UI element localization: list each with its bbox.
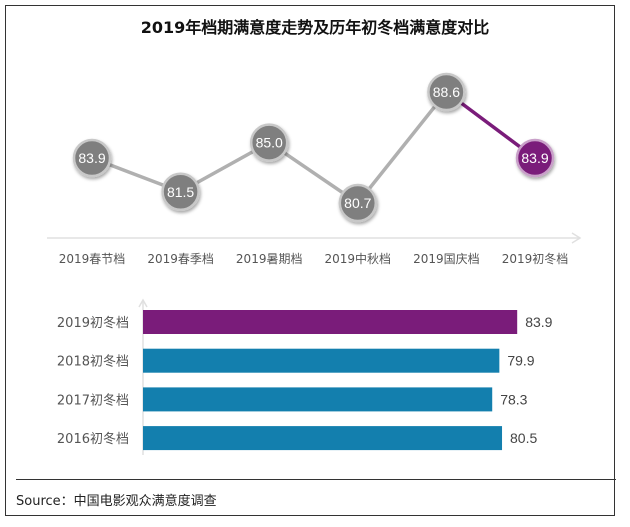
line-point [427, 72, 466, 112]
x-tick-label: 2019国庆档 [413, 252, 480, 266]
x-tick-label: 2019春节档 [59, 252, 126, 266]
point-label: 88.6 [433, 84, 460, 100]
bar-value-label: 83.9 [525, 314, 552, 330]
x-axis-arrow [571, 232, 582, 244]
x-tick-label: 2019春季档 [147, 252, 214, 266]
point-label: 80.7 [344, 195, 371, 211]
point-label: 81.5 [167, 184, 194, 200]
bar [143, 426, 503, 451]
y-tick-label: 2019初冬档 [57, 315, 129, 331]
x-tick-label: 2019初冬档 [502, 251, 569, 266]
x-tick-label: 2019中秋档 [325, 251, 392, 266]
y-axis-arrow [138, 298, 148, 308]
bar [143, 348, 500, 373]
bar [143, 387, 493, 412]
bar-value-label: 78.3 [500, 391, 527, 407]
x-tick-label: 2019暑期档 [236, 252, 303, 266]
line-point [338, 183, 378, 223]
footer-divider [16, 479, 616, 480]
bar-value-label: 79.9 [507, 353, 534, 369]
y-tick-label: 2016初冬档 [57, 431, 129, 447]
bar-value-label: 80.5 [510, 430, 537, 446]
chart-frame [5, 5, 615, 516]
line-point [515, 138, 555, 178]
point-label: 85.0 [256, 135, 283, 151]
point-label: 83.9 [521, 150, 548, 166]
y-tick-label: 2018初冬档 [57, 354, 129, 370]
line-point [249, 123, 289, 162]
line-point [72, 138, 112, 178]
bar [143, 310, 518, 334]
source-note: Source：中国电影观众满意度调查 [16, 494, 217, 509]
y-tick-label: 2017初冬档 [57, 392, 129, 408]
line-segment [356, 90, 449, 205]
line-point [161, 172, 200, 212]
chart-title: 2019年档期满意度走势及历年初冬档满意度对比 [140, 18, 490, 37]
point-label: 83.9 [78, 150, 105, 166]
